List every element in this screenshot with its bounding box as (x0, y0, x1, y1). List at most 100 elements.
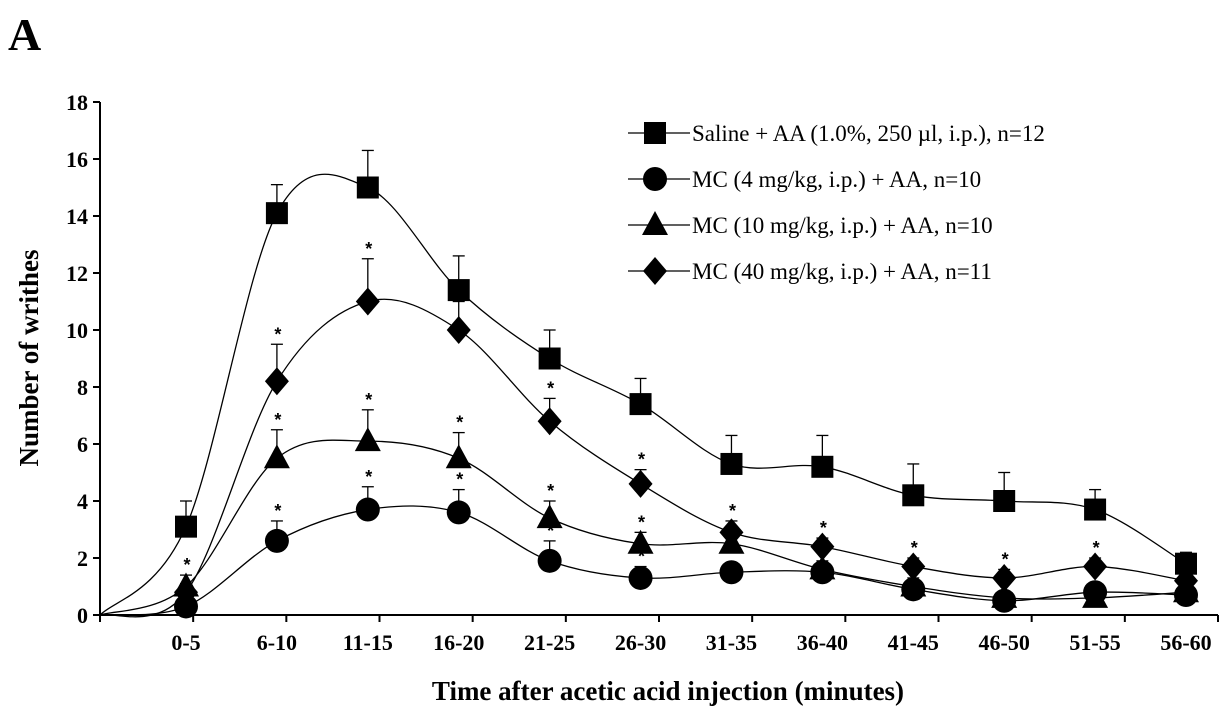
y-tick-label: 0 (77, 603, 88, 628)
significance-star: * (1093, 538, 1100, 558)
significance-star: * (547, 378, 554, 398)
data-point-square (902, 484, 925, 507)
data-point-square (1084, 498, 1107, 521)
data-markers (173, 176, 1199, 619)
data-point-square (1175, 552, 1197, 575)
significance-star: * (456, 413, 463, 433)
significance-star: * (638, 450, 645, 470)
legend-label: MC (10 mg/kg, i.p.) + AA, n=10 (692, 213, 993, 238)
y-tick-label: 18 (66, 90, 88, 115)
data-point-diamond (1083, 552, 1108, 581)
significance-star: * (183, 555, 190, 575)
legend: Saline + AA (1.0%, 250 µl, i.p.), n=12 MC… (628, 121, 1045, 285)
legend-marker-diamond (643, 257, 667, 285)
x-tick-label: 46-50 (979, 630, 1030, 655)
data-point-square (993, 490, 1016, 512)
data-point-square (265, 202, 288, 225)
significance-star: * (638, 547, 645, 567)
data-point-diamond (264, 367, 289, 396)
data-point-square (356, 176, 379, 199)
y-axis-title: Number of writhes (14, 250, 44, 467)
x-tick-label: 31-35 (706, 630, 757, 655)
data-point-diamond (537, 407, 562, 436)
data-point-diamond (355, 287, 380, 316)
legend-marker-circle (643, 167, 667, 191)
legend-label: Saline + AA (1.0%, 250 µl, i.p.), n=12 (692, 121, 1045, 146)
data-point-triangle (627, 529, 654, 554)
x-tick-label: 26-30 (615, 630, 666, 655)
x-tick-label: 6-10 (257, 630, 297, 655)
data-point-diamond (901, 552, 926, 581)
legend-marker-triangle (642, 211, 668, 235)
data-point-triangle (900, 572, 927, 597)
data-point-circle (355, 497, 380, 522)
error-bars (180, 149, 1192, 607)
significance-star: * (365, 467, 372, 487)
data-point-circle (719, 560, 744, 585)
data-point-diamond (992, 563, 1017, 592)
significance-star: * (729, 501, 736, 521)
y-tick-label: 8 (77, 375, 88, 400)
significance-star: * (547, 481, 554, 501)
y-tick-label: 16 (66, 147, 88, 172)
data-point-square (629, 393, 652, 416)
x-tick-label: 21-25 (524, 630, 575, 655)
significance-star: * (274, 324, 281, 344)
significance-star: * (547, 521, 554, 541)
y-tick-label: 2 (77, 546, 88, 571)
series-line-diamond (99, 298, 1187, 618)
x-axis-title: Time after acetic acid injection (minute… (432, 676, 904, 706)
x-tick-label: 36-40 (797, 630, 848, 655)
data-point-diamond (628, 469, 653, 498)
data-point-diamond (446, 316, 471, 344)
legend-marker-square (644, 122, 666, 144)
significance-marks: * * * * * * * * * * * * * * * * * * * * * (183, 239, 1099, 592)
data-point-diamond (1174, 566, 1198, 595)
significance-star: * (274, 410, 281, 430)
y-tick-label: 4 (77, 489, 88, 514)
significance-star: * (365, 239, 372, 259)
data-point-circle (628, 565, 653, 590)
data-point-circle (264, 528, 289, 553)
x-tick-label: 0-5 (171, 630, 200, 655)
significance-star: * (274, 501, 281, 521)
data-point-square (175, 515, 197, 538)
data-point-triangle (1082, 583, 1109, 608)
axes: 0 2 4 6 8 10 12 14 16 18 0-5 6-10 11-15 16-20 21-25 26-… (66, 90, 1219, 655)
data-point-diamond (174, 578, 198, 607)
y-tick-label: 12 (66, 261, 88, 286)
data-point-triangle (445, 444, 472, 469)
data-point-triangle (991, 583, 1018, 608)
data-point-circle (174, 594, 198, 619)
data-point-square (447, 279, 470, 302)
data-point-diamond (719, 518, 744, 547)
significance-star: * (820, 518, 827, 538)
y-tick-label: 6 (77, 432, 88, 457)
data-point-circle (537, 548, 562, 573)
data-point-triangle (263, 444, 290, 469)
data-point-square (720, 452, 743, 475)
x-tick-label: 16-20 (433, 630, 484, 655)
significance-star: * (1002, 572, 1009, 592)
significance-star: * (456, 470, 463, 490)
significance-star: * (365, 390, 372, 410)
data-point-circle (446, 500, 471, 525)
significance-star: * (1002, 549, 1009, 569)
panel-label: A (8, 9, 41, 60)
x-tick-label: 11-15 (343, 630, 393, 655)
y-tick-label: 14 (66, 204, 88, 229)
data-point-triangle (354, 427, 381, 452)
significance-star: * (911, 538, 918, 558)
x-tick-label: 41-45 (888, 630, 939, 655)
y-tick-label: 10 (66, 318, 88, 343)
legend-label: MC (4 mg/kg, i.p.) + AA, n=10 (692, 167, 981, 192)
legend-label: MC (40 mg/kg, i.p.) + AA, n=11 (692, 259, 992, 284)
data-point-square (811, 455, 834, 478)
data-point-triangle (536, 504, 563, 529)
data-point-triangle (809, 555, 836, 580)
data-point-diamond (810, 532, 835, 561)
x-tick-label: 51-55 (1069, 630, 1120, 655)
x-tick-label: 56-60 (1160, 630, 1211, 655)
data-point-square (538, 347, 561, 370)
